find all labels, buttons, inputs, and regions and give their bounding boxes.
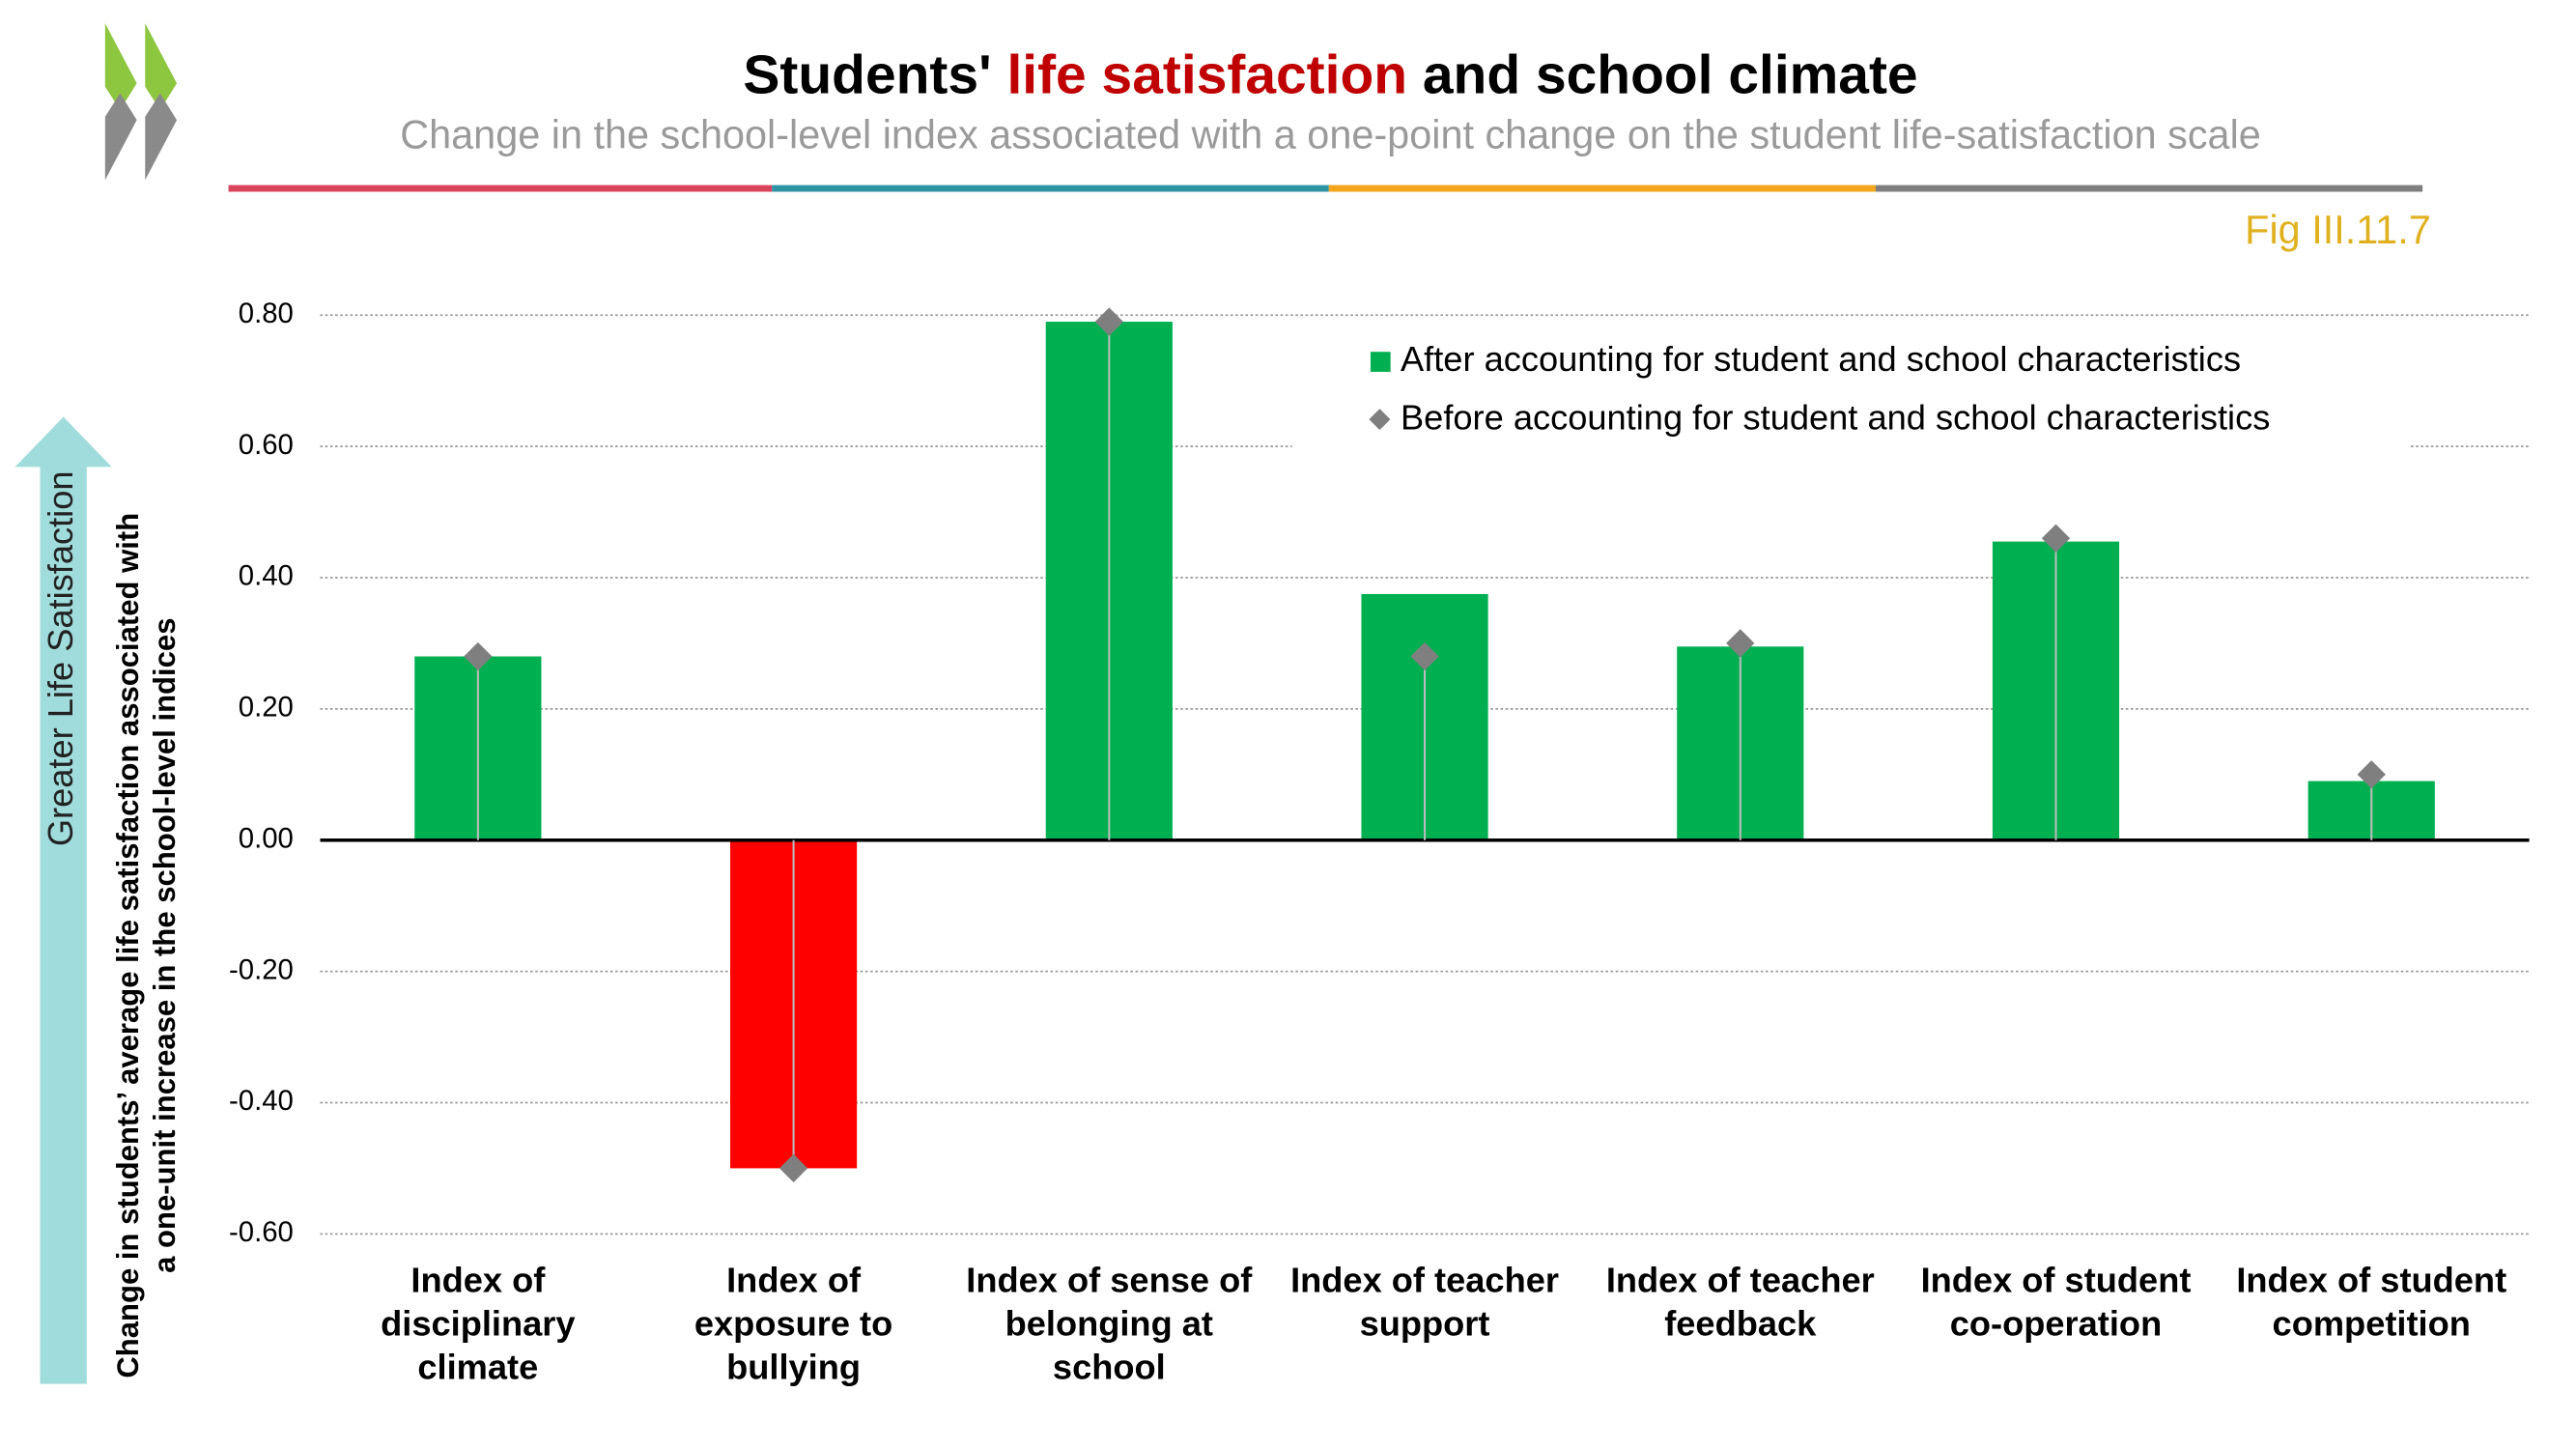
- diamond-marker: [464, 641, 493, 671]
- title-part: and school climate: [1407, 44, 1918, 106]
- y-axis-label: Change in students’ average life satisfa…: [111, 513, 145, 1378]
- legend-swatch: [1370, 352, 1391, 372]
- y-tick-label: 0.40: [239, 560, 294, 592]
- y-tick-label: -0.60: [229, 1216, 294, 1248]
- arrow-label: Greater Life Satisfaction: [41, 470, 80, 846]
- diamond-marker: [778, 1153, 808, 1183]
- diamond-marker: [2041, 524, 2071, 553]
- legend-label: After accounting for student and school …: [1401, 339, 2241, 379]
- y-tick-label: 0.80: [239, 298, 294, 329]
- y-tick-label: 0.20: [239, 692, 294, 724]
- figure-label: Fig III.11.7: [2245, 208, 2431, 252]
- chart-title: Students' life satisfaction and school c…: [743, 44, 1917, 106]
- legend-label: Before accounting for student and school…: [1401, 398, 2270, 438]
- title-part: life satisfaction: [1006, 44, 1407, 106]
- chart-subtitle: Change in the school-level index associa…: [400, 113, 2261, 157]
- y-axis-label: a one-unit increase in the school-level …: [148, 618, 182, 1273]
- x-tick-label: Index of teacher support: [1290, 1261, 1559, 1344]
- logo: [104, 23, 178, 181]
- arrow: [14, 416, 112, 1384]
- x-tick-label: Index of teacher feedback: [1606, 1261, 1875, 1344]
- title-part: Students': [743, 44, 1006, 106]
- y-tick-label: 0.00: [239, 822, 294, 854]
- divider: [228, 185, 2423, 192]
- x-tick-label: Index of student competition: [2236, 1261, 2506, 1344]
- y-tick-label: 0.60: [239, 429, 294, 461]
- legend-box: [1291, 329, 2410, 451]
- y-tick-label: -0.20: [229, 953, 294, 985]
- x-tick-label: Index of disciplinary climate: [381, 1261, 575, 1387]
- y-tick-label: -0.40: [229, 1085, 294, 1117]
- x-tick-label: Index of student co-operation: [1921, 1261, 2192, 1344]
- x-tick-label: Index of exposure to bullying: [694, 1261, 892, 1387]
- x-tick-label: Index of sense of belonging at school: [966, 1261, 1253, 1387]
